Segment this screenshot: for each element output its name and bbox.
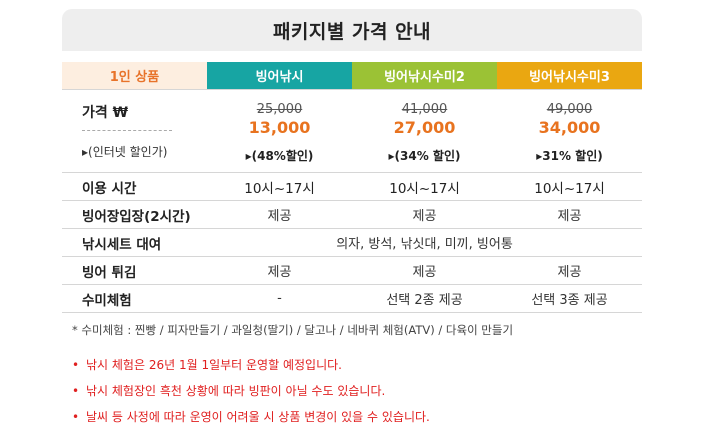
- notice-text: 날씨 등 사정에 따라 운영이 어려울 시 상품 변경이 있을 수 있습니다.: [86, 410, 430, 424]
- sale-price: 13,000: [248, 118, 311, 137]
- cell: 제공: [497, 256, 642, 285]
- price-row: 가격 ₩ ▸(인터넷 할인가) 25,000 13,000 ▸(48%할인) 4…: [62, 89, 642, 173]
- bullet-icon: •: [72, 358, 80, 372]
- price-col2: 41,000 27,000 ▸(34% 할인): [352, 89, 497, 173]
- header-col3: 빙어낚시수미3: [497, 62, 642, 90]
- cell-span: 의자, 방석, 낚싯대, 미끼, 빙어통: [207, 228, 642, 257]
- header-row: 1인 상품 빙어낚시 빙어낚시수미2 빙어낚시수미3: [62, 62, 642, 90]
- discount-label: ▸31% 할인): [536, 149, 603, 163]
- table-row: 낚시세트 대여 의자, 방석, 낚싯대, 미끼, 빙어통: [62, 228, 642, 257]
- row-label: 이용 시간: [62, 172, 207, 201]
- cell: 선택 3종 제공: [497, 284, 642, 313]
- bullet-icon: •: [72, 410, 80, 424]
- original-price: 25,000: [256, 102, 303, 117]
- notice-list: • 낚시 체험은 26년 1월 1일부터 운영할 예정입니다. • 낚시 체험장인 …: [72, 352, 430, 430]
- row-label: 빙어 튀김: [62, 256, 207, 285]
- price-label: 가격 ₩: [82, 105, 129, 121]
- header-col1: 빙어낚시: [207, 62, 352, 90]
- cell: 제공: [352, 256, 497, 285]
- table-row: 빙어 튀김 제공 제공 제공: [62, 256, 642, 285]
- header-label: 1인 상품: [62, 62, 207, 90]
- cell: 10시~17시: [207, 172, 352, 201]
- price-table: 1인 상품 빙어낚시 빙어낚시수미2 빙어낚시수미3 가격 ₩ ▸(인터넷 할인…: [62, 62, 642, 313]
- sale-price: 27,000: [393, 118, 456, 137]
- discount-label: ▸(48%할인): [245, 149, 314, 163]
- list-item: • 낚시 체험은 26년 1월 1일부터 운영할 예정입니다.: [72, 352, 430, 378]
- discount-label: ▸(34% 할인): [388, 149, 461, 163]
- list-item: • 날씨 등 사정에 따라 운영이 어려울 시 상품 변경이 있을 수 있습니다.: [72, 404, 430, 430]
- list-item: • 낚시 체험장인 흑천 상황에 따라 빙판이 아닐 수도 있습니다.: [72, 378, 430, 404]
- cell: 10시~17시: [352, 172, 497, 201]
- table-row: 이용 시간 10시~17시 10시~17시 10시~17시: [62, 172, 642, 201]
- title-bar: 패키지별 가격 안내: [62, 9, 642, 51]
- header-col2: 빙어낚시수미2: [352, 62, 497, 90]
- price-col1: 25,000 13,000 ▸(48%할인): [207, 89, 352, 173]
- price-col3: 49,000 34,000 ▸31% 할인): [497, 89, 642, 173]
- row-label: 낚시세트 대여: [62, 228, 207, 257]
- divider: [82, 130, 172, 131]
- cell: 선택 2종 제공: [352, 284, 497, 313]
- bullet-icon: •: [72, 384, 80, 398]
- cell: 10시~17시: [497, 172, 642, 201]
- cell: 제공: [497, 200, 642, 229]
- notice-text: 낚시 체험장인 흑천 상황에 따라 빙판이 아닐 수도 있습니다.: [86, 384, 386, 398]
- sale-price: 34,000: [538, 118, 601, 137]
- footnote: * 수미체험 : 찐빵 / 피자만들기 / 과일청(딸기) / 달고나 / 네바…: [72, 323, 514, 337]
- price-sub-label: ▸(인터넷 할인가): [82, 145, 168, 159]
- notice-text: 낚시 체험은 26년 1월 1일부터 운영할 예정입니다.: [86, 358, 342, 372]
- original-price: 41,000: [401, 102, 448, 117]
- cell: 제공: [207, 256, 352, 285]
- cell: 제공: [207, 200, 352, 229]
- table-row: 빙어장입장(2시간) 제공 제공 제공: [62, 200, 642, 229]
- page-title: 패키지별 가격 안내: [272, 20, 432, 43]
- original-price: 49,000: [546, 102, 593, 117]
- cell: 제공: [352, 200, 497, 229]
- cell: -: [207, 284, 352, 313]
- table-row: 수미체험 - 선택 2종 제공 선택 3종 제공: [62, 284, 642, 313]
- price-label-cell: 가격 ₩ ▸(인터넷 할인가): [62, 89, 207, 173]
- row-label: 수미체험: [62, 284, 207, 313]
- row-label: 빙어장입장(2시간): [62, 200, 207, 229]
